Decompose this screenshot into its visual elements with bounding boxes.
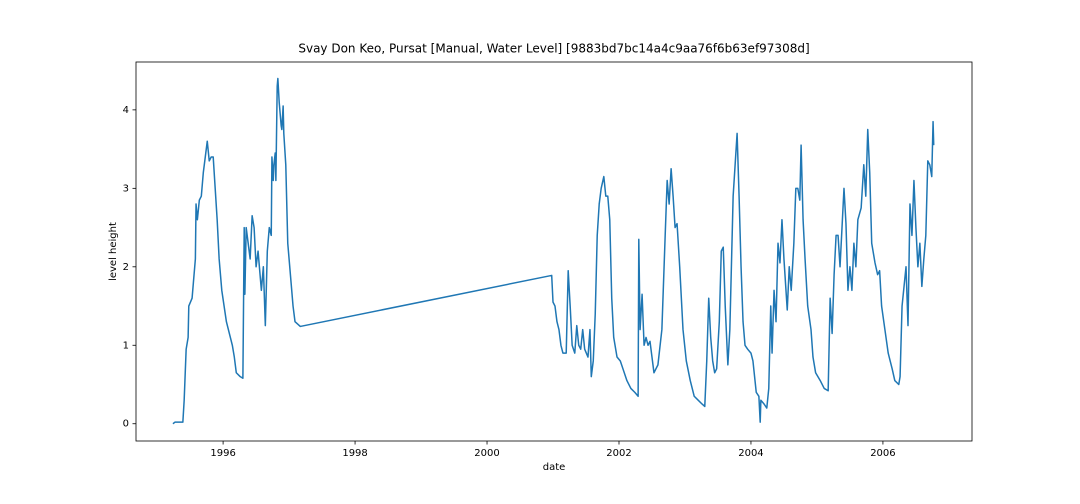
x-tick-label: 2004 xyxy=(738,448,763,459)
x-tick-label: 2002 xyxy=(606,448,631,459)
x-tick-label: 1996 xyxy=(210,448,235,459)
x-tick-label: 1998 xyxy=(342,448,367,459)
x-tick-label: 2000 xyxy=(474,448,499,459)
axes-frame xyxy=(135,61,973,442)
y-tick-label: 3 xyxy=(123,183,129,194)
y-tick-label: 0 xyxy=(123,419,129,430)
x-axis-label: date xyxy=(543,462,566,473)
x-tick-label: 2006 xyxy=(870,448,895,459)
y-tick-label: 1 xyxy=(123,340,129,351)
chart-title: Svay Don Keo, Pursat [Manual, Water Leve… xyxy=(298,42,809,56)
y-tick-label: 2 xyxy=(123,262,129,273)
data-line xyxy=(172,77,935,425)
y-tick-label: 4 xyxy=(123,105,129,116)
y-axis-label: level height xyxy=(108,222,119,281)
